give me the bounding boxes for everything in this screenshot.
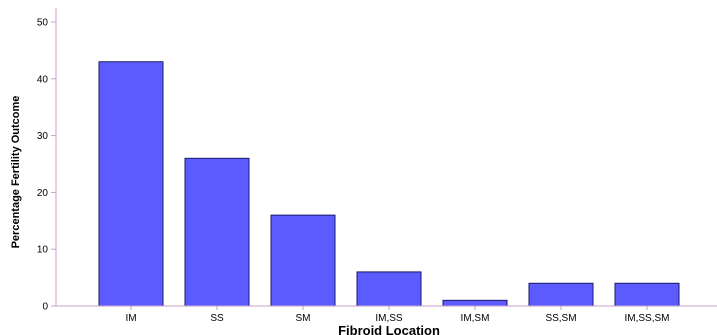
x-axis-ticks: IM SS SM IM,SS IM,SM SS,SM IM,SS,SM [125,306,670,324]
x-tick-label: IM,SM [461,313,490,324]
y-tick-label: 20 [37,188,49,199]
y-axis-title: Percentage Fertility Outcome [10,96,22,249]
x-tick-label: SM [296,313,311,324]
x-tick-label: SS [210,313,224,324]
x-axis-title: Fibroid Location [338,323,440,335]
bar-ss [184,157,250,307]
bar-im-ss [356,271,422,307]
y-tick-label: 30 [37,131,49,142]
x-tick-label: IM [125,313,136,324]
bar-im-sm [442,299,508,307]
y-tick-label: 10 [37,245,49,256]
bar-sm [270,214,336,307]
bars-group [98,61,680,307]
bar-ss-sm [528,282,594,307]
x-tick-label: IM,SS [375,313,403,324]
x-tick-label: IM,SS,SM [624,313,669,324]
y-axis-ticks: 0 10 20 30 40 50 [37,18,56,313]
bar-im-ss-sm [614,282,680,307]
y-tick-label: 40 [37,74,49,85]
y-tick-label: 0 [42,302,48,313]
bar-im [98,61,164,307]
y-tick-label: 50 [37,18,49,29]
x-tick-label: SS,SM [545,313,576,324]
